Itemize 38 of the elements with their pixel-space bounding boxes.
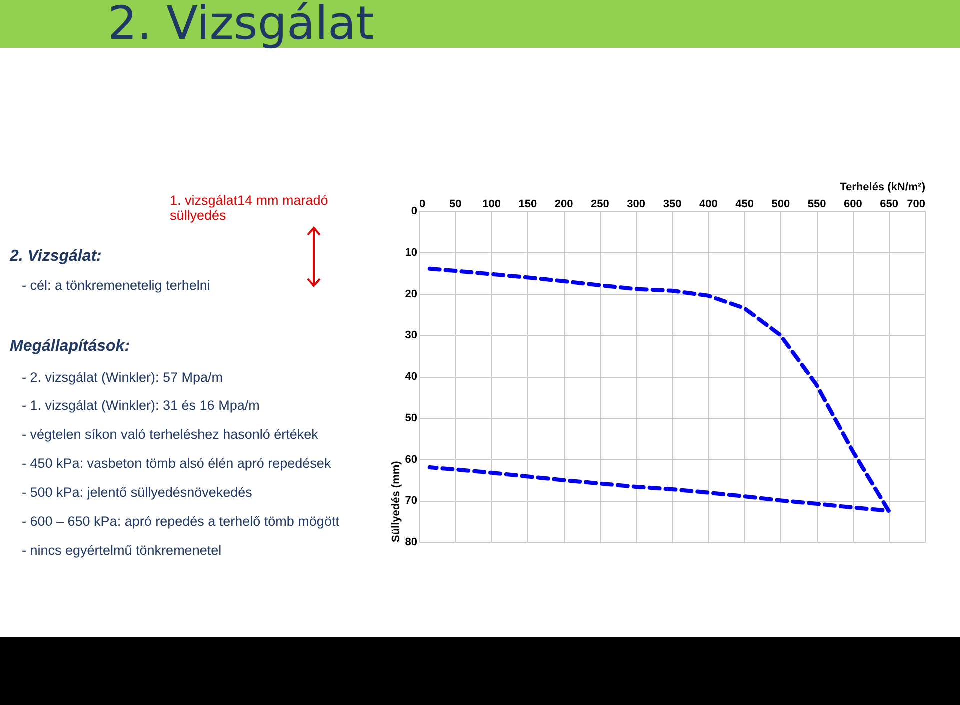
text: Megállapítások:	[10, 338, 130, 356]
text: 2. Vizsgálat:	[10, 248, 102, 266]
x-tick-label: 100	[482, 198, 501, 210]
x-tick-label: 450	[736, 198, 754, 210]
x-tick-label: 400	[699, 198, 718, 210]
x-tick-label: 500	[772, 198, 790, 210]
y-axis-title: Süllyedés (mm)	[390, 460, 402, 542]
y-tick-label: 20	[405, 288, 418, 300]
x-tick-label: 600	[844, 198, 862, 210]
x-tick-label: 550	[808, 198, 826, 210]
line-series	[428, 266, 891, 513]
y-tick-label: 60	[405, 454, 418, 466]
y-tick-label: 70	[405, 495, 418, 508]
text: - 1. vizsgálat (Winkler): 31 és 16 Mpa/m	[22, 398, 260, 413]
x-axis-title: Terhelés (kN/m²)	[840, 182, 926, 194]
text: - végtelen síkon való terheléshez hasonló értékek	[22, 427, 318, 442]
text: - 600 – 650 kPa: apró repedés a terhelő tömb mögött	[22, 514, 340, 529]
x-tick-label: 650	[880, 198, 899, 210]
x-tick-label: 50	[450, 198, 462, 210]
y-tick-label: 50	[405, 412, 418, 424]
text: - nincs egyértelmű tönkremenetel	[22, 543, 222, 558]
text: - cél: a tönkremenetelig terhelni	[22, 278, 210, 293]
text: - 500 kPa: jelentő süllyedésnövekedés	[22, 485, 252, 500]
x-tick-label: 700	[907, 198, 926, 210]
text: - 2. vizsgálat (Winkler): 57 Mpa/m	[22, 370, 224, 385]
x-tick-label: 350	[663, 198, 682, 210]
text: - 450 kPa: vasbeton tömb alsó élén apró repedések	[22, 456, 332, 471]
x-tick-label: 0	[420, 198, 426, 210]
x-tick-label: 300	[627, 198, 646, 210]
y-tick-label: 80	[405, 536, 418, 548]
y-tick-label: 10	[405, 246, 418, 259]
y-tick-label: 30	[405, 330, 418, 342]
x-tick-label: 250	[591, 198, 610, 210]
y-tick-label: 40	[405, 371, 418, 383]
x-tick-label: 150	[518, 198, 538, 210]
text: 1. vizsgálat14 mm maradó süllyedés	[170, 193, 330, 223]
x-tick-label: 200	[554, 198, 574, 210]
chart-title: 2. Vizsgálat	[108, 0, 374, 50]
